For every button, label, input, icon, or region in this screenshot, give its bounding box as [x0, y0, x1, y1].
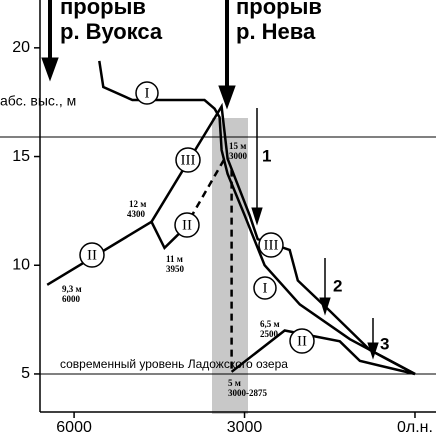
annotation: 2 — [333, 276, 342, 295]
annotation: 4300 — [127, 209, 146, 219]
series-label: I — [263, 280, 268, 296]
annotation: 5 м — [228, 378, 241, 388]
series-label: II — [297, 333, 307, 349]
y-tick-label: 10 — [12, 256, 30, 273]
annotation: 1 — [262, 146, 271, 165]
x-tick-label: 3000 — [227, 419, 263, 436]
x-tick-label: 0л.н. — [397, 419, 433, 436]
series-label: I — [145, 85, 150, 101]
annotation: 6,5 м — [260, 319, 280, 329]
y-axis-label: абс. выс., м — [0, 93, 76, 109]
annotation: 12 м — [129, 199, 146, 209]
annotation: 11 м — [166, 254, 183, 264]
series-label: II — [87, 247, 97, 263]
series-labels: I I III III II II II — [79, 81, 315, 354]
x-tick-label: 6000 — [56, 419, 92, 436]
annotation: 15 м — [229, 141, 246, 151]
series-label: III — [264, 237, 279, 253]
series-line — [98, 60, 416, 376]
annotation: прорыв — [60, 0, 146, 19]
annotation: 6000 — [62, 294, 81, 304]
annotation: р. Вуокса — [60, 19, 163, 44]
annotation: 9,3 м — [62, 284, 82, 294]
y-tick-label: 5 — [21, 365, 30, 382]
annotation: 3950 — [166, 264, 185, 274]
annotation: прорыв — [236, 0, 322, 19]
series-label: II — [182, 217, 192, 233]
annotation: 3000-2875 — [228, 388, 267, 398]
y-tick-label: 20 — [12, 39, 30, 56]
arrows — [41, 0, 379, 360]
series-line — [150, 102, 416, 376]
series-label: III — [181, 152, 196, 168]
annotation: р. Нева — [236, 19, 316, 44]
annotation: 2500 — [260, 329, 279, 339]
y-tick-label: 15 — [12, 148, 30, 165]
annotation: современный уровень Ладожского озера — [60, 357, 288, 371]
annotation: 3000 — [229, 151, 248, 161]
annotation: 3 — [380, 334, 389, 353]
